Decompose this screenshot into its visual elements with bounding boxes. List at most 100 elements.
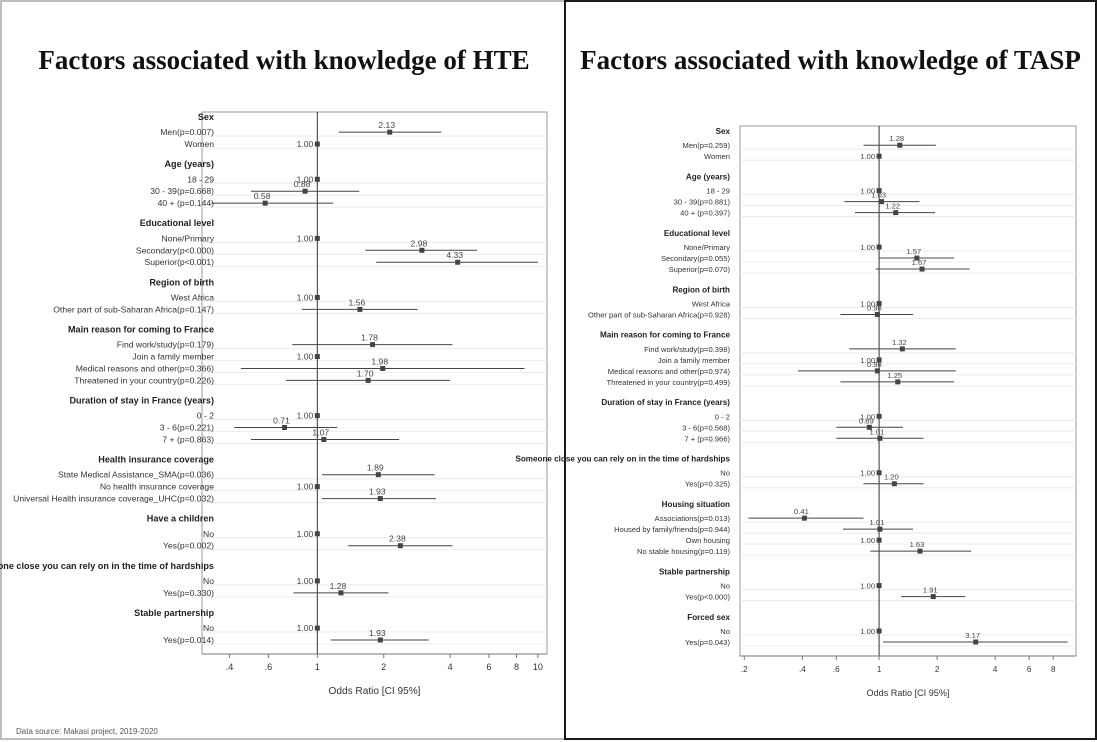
row-label: Secondary(p=0.055) <box>661 254 730 263</box>
group-header-label: Region of birth <box>149 277 214 287</box>
or-value-label: 1.78 <box>361 333 378 343</box>
or-value-label: 2.98 <box>411 238 428 248</box>
group-header-label: Age (years) <box>686 172 730 181</box>
or-value-label: 1.00 <box>297 623 314 633</box>
or-value-label: 1.03 <box>871 191 886 200</box>
or-value-label: 1.28 <box>330 581 347 591</box>
or-point <box>914 255 920 261</box>
or-value-label: 1.63 <box>910 540 925 549</box>
or-value-label: 1.00 <box>297 576 314 586</box>
row-label: Yes(p=0.325) <box>685 480 731 489</box>
group-header-label: Housing situation <box>662 500 730 509</box>
group-header-label: Forced sex <box>687 613 730 622</box>
or-value-label: 0.41 <box>794 507 809 516</box>
or-point <box>419 247 425 253</box>
or-value-label: 1.25 <box>887 371 902 380</box>
group-header-label: Sex <box>716 127 731 136</box>
or-value-label: 1.93 <box>369 487 386 497</box>
row-label: 40 + (p=0.144) <box>158 198 215 208</box>
row-label: No <box>203 529 214 539</box>
or-value-label: 0.71 <box>273 416 290 426</box>
x-tick-label: 8 <box>1051 665 1056 674</box>
row-label: Secondary(p<0.000) <box>136 245 214 255</box>
or-point <box>262 200 268 206</box>
row-label: Join a family member <box>658 356 731 365</box>
group-header-label: Age (years) <box>164 159 214 169</box>
or-value-label: 3.17 <box>965 631 980 640</box>
row-label: No <box>720 582 730 591</box>
or-value-label: 1.56 <box>349 297 366 307</box>
row-label: 18 - 29 <box>187 174 214 184</box>
or-point <box>375 472 381 478</box>
hte-forest-plot: Sex Men(p=0.007) 2.13 Women 1.00 Age (years) 1… <box>0 111 548 697</box>
row-label: No stable housing(p=0.119) <box>637 547 730 556</box>
or-point <box>397 543 403 549</box>
or-value-label: 1.00 <box>297 411 314 421</box>
row-label: 3 - 6(p=0.568) <box>682 423 730 432</box>
or-value-label: 1.00 <box>860 356 875 365</box>
or-value-label: 1.70 <box>357 368 374 378</box>
or-value-label: 1.00 <box>860 582 875 591</box>
x-tick-label: 10 <box>533 662 543 672</box>
or-point <box>314 294 320 300</box>
or-value-label: 1.00 <box>860 627 875 636</box>
row-label: Yes(p=0.002) <box>163 541 214 551</box>
or-value-label: 1.00 <box>860 412 875 421</box>
row-label: Superior(p<0.001) <box>144 257 214 267</box>
or-point <box>387 129 393 135</box>
group-header-label: Someone close you can rely on in the tim… <box>0 561 214 571</box>
row-label: Yes(p=0.014) <box>163 635 214 645</box>
or-point <box>876 583 882 589</box>
row-label: West Africa <box>171 292 215 302</box>
or-point <box>879 199 885 205</box>
or-value-label: 1.89 <box>367 463 384 473</box>
or-value-label: 2.13 <box>378 120 395 130</box>
row-label: Medical reasons and other(p=0.974) <box>608 367 731 376</box>
or-point <box>874 311 880 317</box>
x-axis-title: Odds Ratio [CI 95%] <box>328 686 420 697</box>
or-point <box>314 176 320 182</box>
or-point <box>314 578 320 584</box>
or-point <box>314 141 320 147</box>
row-label: West Africa <box>692 299 731 308</box>
x-tick-label: 4 <box>448 662 453 672</box>
or-point <box>377 496 383 502</box>
or-point <box>338 590 344 596</box>
hte-panel: Factors associated with knowledge of HTE… <box>0 0 566 740</box>
x-tick-label: 2 <box>935 665 940 674</box>
or-value-label: 0.98 <box>867 360 882 369</box>
or-point <box>380 365 386 371</box>
or-value-label: 1.98 <box>371 356 388 366</box>
group-header-label: Stable partnership <box>134 608 214 618</box>
or-point <box>321 436 327 442</box>
or-point <box>455 259 461 265</box>
or-point <box>302 188 308 194</box>
or-value-label: 1.32 <box>892 338 907 347</box>
or-value-label: 1.93 <box>369 628 386 638</box>
row-label: Find work/study(p=0.179) <box>117 340 214 350</box>
x-tick-label: 8 <box>514 662 519 672</box>
group-header-label: Stable partnership <box>659 567 730 576</box>
x-tick-label: 6 <box>1027 665 1032 674</box>
or-point <box>876 628 882 634</box>
row-label: Find work/study(p=0.398) <box>644 345 730 354</box>
or-point <box>314 413 320 419</box>
or-point <box>895 379 901 385</box>
x-tick-label: .6 <box>265 662 273 672</box>
row-label: No health insurance coverage <box>100 482 214 492</box>
or-value-label: 1.00 <box>297 352 314 362</box>
row-label: No <box>203 576 214 586</box>
x-tick-label: 6 <box>486 662 491 672</box>
or-value-label: 1.00 <box>297 139 314 149</box>
or-value-label: 1.07 <box>312 427 329 437</box>
or-point <box>876 413 882 419</box>
group-header-label: Someone close you can rely on in the tim… <box>515 455 730 464</box>
row-label: Men(p=0.007) <box>160 127 214 137</box>
x-axis-title: Odds Ratio [CI 95%] <box>867 688 950 698</box>
or-value-label: 1.00 <box>297 174 314 184</box>
or-value-label: 1.00 <box>297 292 314 302</box>
or-value-label: 0.58 <box>254 191 271 201</box>
row-label: Housed by family/friends(p=0.944) <box>614 525 730 534</box>
or-point <box>370 342 376 348</box>
or-point <box>314 354 320 360</box>
